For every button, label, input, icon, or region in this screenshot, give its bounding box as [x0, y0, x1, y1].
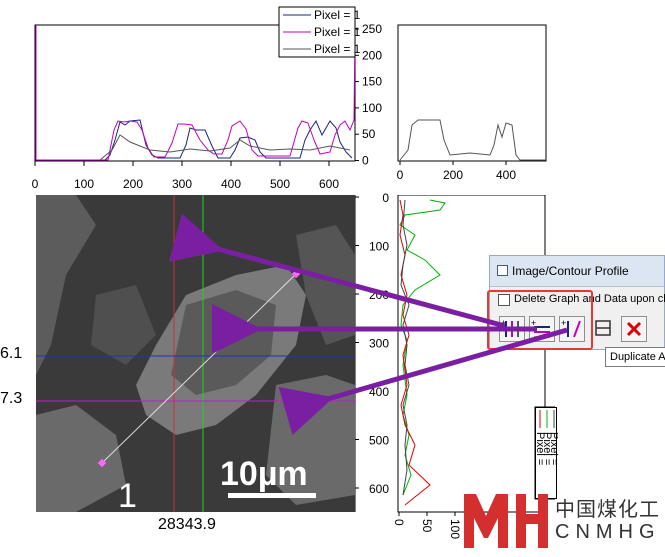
- legend-entry-2: Pixel = 1: [314, 25, 361, 39]
- red-x-icon: [626, 321, 642, 337]
- logo-chinese-text: 中国煤化工: [555, 499, 660, 521]
- top-x-tick-3-label: 300: [172, 177, 192, 191]
- mh-logo-mark: [464, 494, 548, 548]
- right-x-tick-0-label: 0: [395, 519, 406, 526]
- cnmhg-logo: 中国煤化工 CNMHG: [462, 490, 665, 552]
- scale-bar-label: 10µm: [220, 455, 308, 493]
- roi-number-label: 1: [118, 477, 137, 512]
- side-top-x-tick-0-label: 0: [397, 168, 404, 182]
- image-y-tick-6-label: 600: [369, 482, 389, 496]
- top-y-tick-1-label: 200: [362, 48, 382, 62]
- right-x-tick-1-label: 50: [420, 519, 434, 533]
- v-cursor-value-label: 28343.9: [158, 516, 216, 533]
- image-contour-profile-dialog: Image/Contour Profile Delete Graph and D…: [489, 255, 665, 350]
- image-y-tick-1-label: 100: [369, 240, 389, 254]
- image-view[interactable]: 10µm 1: [36, 195, 355, 512]
- side-top-x-tick-1-label: 200: [443, 168, 463, 182]
- top-y-tick-3-label: 100: [362, 101, 382, 115]
- legend-entry-3: Pixel = 1: [314, 42, 361, 56]
- image-y-tick-5-label: 500: [369, 434, 389, 448]
- delete-graph-checkbox-label: Delete Graph and Data upon close: [514, 293, 665, 305]
- duplicate-icon: [595, 320, 611, 336]
- top-x-tick-6-label: 600: [319, 177, 339, 191]
- image-y-tick-0-label: 0: [382, 191, 389, 205]
- svg-text:+: +: [531, 318, 536, 328]
- close-profile-button[interactable]: [621, 316, 647, 342]
- top-y-tick-0-label: 250: [362, 22, 382, 36]
- image-y-tick-4-label: 400: [369, 385, 389, 399]
- top-x-tick-1-label: 100: [74, 177, 94, 191]
- h-cursor-upper-label: 6.1: [0, 345, 23, 362]
- logo-latin-text: CNMHG: [555, 521, 661, 543]
- top-x-tick-2-label: 200: [123, 177, 143, 191]
- top-x-tick-5-label: 500: [270, 177, 290, 191]
- svg-text:+: +: [561, 318, 566, 328]
- right-legend-box: Pixel = Pixel = Pixel =: [534, 407, 560, 499]
- right-x-tick-2-label: 100: [448, 519, 462, 539]
- blue-profile-trace: [104, 119, 353, 161]
- dialog-app-icon: [497, 265, 508, 276]
- side-top-trace: [399, 119, 546, 161]
- roi-handle-start[interactable]: [97, 458, 107, 468]
- top-plot-legend: Pixel = 1 Pixel = 1 Pixel = 1: [278, 6, 361, 58]
- top-x-tick-4-label: 400: [221, 177, 241, 191]
- top-x-tick-0-label: 0: [32, 177, 39, 191]
- top-y-tick-5-label: 0: [362, 154, 369, 168]
- duplicate-button[interactable]: [591, 316, 615, 342]
- dialog-title-bar[interactable]: Image/Contour Profile: [490, 256, 664, 287]
- right-legend-text-2: Pixel =: [541, 432, 553, 465]
- image-y-axis: 0 100 200 300 400 500 600: [355, 191, 389, 512]
- image-y-tick-3-label: 300: [369, 337, 389, 351]
- side-top-x-tick-2-label: 400: [496, 168, 516, 182]
- right-legend-text-3: Pixel =: [548, 432, 558, 465]
- top-y-tick-4-label: 50: [362, 127, 376, 141]
- top-y-tick-2-label: 150: [362, 75, 382, 89]
- scale-bar: [228, 493, 316, 498]
- legend-entry-1: Pixel = 1: [314, 8, 361, 22]
- h-cursor-lower-label: 7.3: [0, 390, 23, 407]
- duplicate-tooltip: Duplicate A: [605, 347, 665, 367]
- gray-profile-trace: [99, 134, 351, 161]
- side-top-plot: 0 200 400: [397, 24, 547, 182]
- arbitrary-profile-icon: +: [561, 318, 581, 338]
- toolbar-highlight-box: [487, 290, 593, 350]
- dialog-title: Image/Contour Profile: [512, 264, 629, 278]
- image-y-tick-2-label: 200: [369, 288, 389, 302]
- magenta-profile-trace: [35, 24, 356, 161]
- right-legend-text-1: Pixel =: [536, 432, 546, 465]
